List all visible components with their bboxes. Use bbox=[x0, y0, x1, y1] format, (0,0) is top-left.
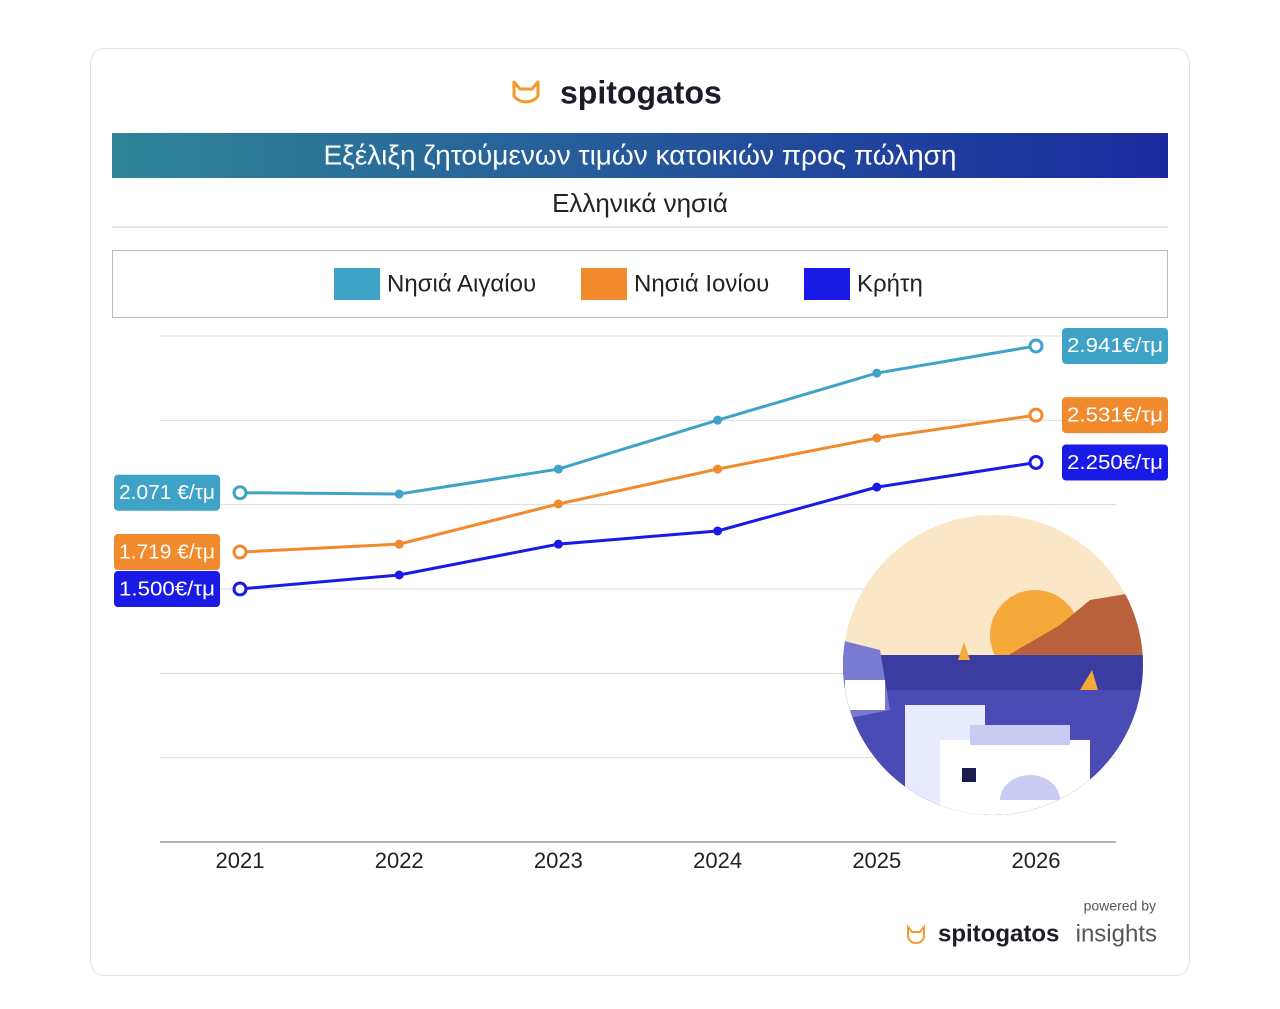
value-label: 2.250€/τμ bbox=[1067, 452, 1163, 474]
data-point bbox=[394, 489, 404, 499]
data-point bbox=[553, 499, 563, 509]
legend-items: Νησιά Αιγαίου Νησιά Ιονίου Κρήτη bbox=[334, 268, 923, 300]
x-tick-label: 2025 bbox=[852, 848, 901, 873]
value-label-box bbox=[1062, 397, 1168, 434]
chart-subtitle: Ελληνικά νησιά bbox=[552, 188, 728, 218]
plot: 2021 2022 2023 2024 2025 2026 2.071 €/τμ 2.941€… bbox=[114, 327, 1168, 873]
value-label-box bbox=[1062, 327, 1168, 364]
x-tick-label: 2024 bbox=[693, 848, 742, 873]
data-point bbox=[1028, 455, 1044, 470]
data-point bbox=[553, 464, 563, 474]
value-label: 1.500€/τμ bbox=[119, 578, 215, 600]
data-point bbox=[713, 415, 723, 425]
value-label: 2.071 €/τμ bbox=[119, 482, 215, 504]
legend bbox=[112, 250, 1168, 318]
legend-label: Νησιά Ιονίου bbox=[634, 270, 769, 297]
x-tick-label: 2022 bbox=[375, 848, 424, 873]
value-label-box bbox=[114, 571, 220, 607]
x-tick-label: 2023 bbox=[534, 848, 583, 873]
chart-title: Εξέλιξη ζητούμενων τιμών κατοικιών προς … bbox=[323, 139, 956, 170]
footer-logo bbox=[907, 924, 925, 944]
data-point bbox=[1028, 407, 1044, 423]
brand: spitogatos bbox=[560, 74, 722, 110]
powered-by: powered by bbox=[1084, 898, 1156, 914]
data-point bbox=[713, 464, 723, 474]
data-point bbox=[872, 433, 882, 443]
data-point bbox=[553, 539, 563, 549]
x-tick-label: 2021 bbox=[216, 848, 265, 873]
data-point bbox=[1028, 338, 1044, 354]
value-label-box bbox=[1062, 444, 1168, 481]
title-bar bbox=[112, 133, 1168, 178]
data-point bbox=[872, 368, 882, 378]
legend-label: Νησιά Αιγαίου bbox=[387, 270, 536, 297]
logo bbox=[512, 80, 540, 104]
legend-swatch bbox=[334, 268, 380, 300]
series-line bbox=[239, 344, 1037, 496]
legend-swatch bbox=[804, 268, 850, 300]
series-line bbox=[239, 413, 1037, 554]
x-tick-label: 2026 bbox=[1012, 848, 1061, 873]
data-point bbox=[713, 526, 723, 536]
data-point bbox=[232, 581, 248, 597]
value-label: 2.531€/τμ bbox=[1067, 404, 1163, 426]
data-point bbox=[232, 544, 248, 560]
data-point bbox=[872, 482, 882, 492]
legend-label: Κρήτη bbox=[857, 270, 923, 297]
series-line bbox=[239, 461, 1037, 591]
legend-swatch bbox=[581, 268, 627, 300]
data-point bbox=[232, 485, 248, 501]
footer-brand: spitogatos bbox=[938, 920, 1059, 947]
value-label: 2.941€/τμ bbox=[1067, 335, 1163, 357]
value-label-box bbox=[114, 474, 220, 511]
illustration bbox=[843, 515, 1143, 815]
data-point bbox=[394, 570, 404, 580]
value-label: 1.719 €/τμ bbox=[119, 541, 215, 563]
footer-product: insights bbox=[1076, 920, 1157, 947]
value-label-box bbox=[114, 534, 220, 571]
data-point bbox=[394, 539, 404, 549]
